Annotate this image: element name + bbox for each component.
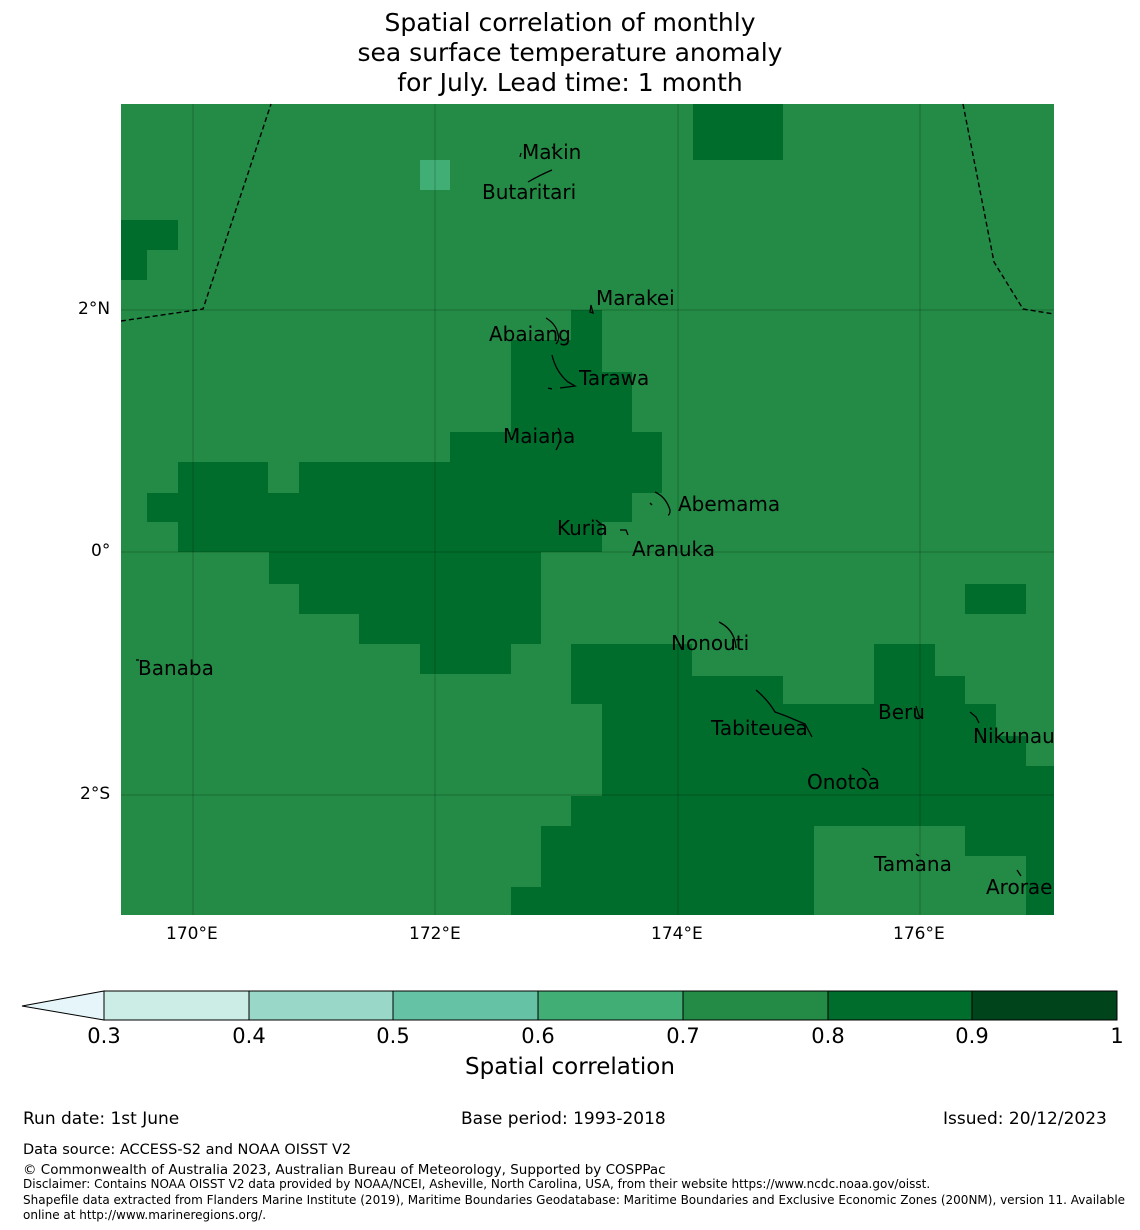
island-label-marakei: Marakei <box>596 286 675 310</box>
colorbar-label: Spatial correlation <box>465 1054 675 1080</box>
lat-label-0: 0° <box>91 541 111 561</box>
disclaimer: Disclaimer: Contains NOAA OISST V2 data … <box>23 1177 931 1191</box>
island-label-onotoa: Onotoa <box>807 770 880 794</box>
island-label-nikunau: Nikunau <box>973 724 1055 748</box>
issued-date: Issued: 20/12/2023 <box>943 1109 1107 1129</box>
high-correlation-cells <box>121 104 1054 915</box>
low-correlation-cell <box>420 160 450 190</box>
lon-label-174e: 174°E <box>651 924 703 944</box>
island-label-arorae: Arorae <box>986 875 1053 899</box>
island-label-kuria: Kuria <box>557 516 608 540</box>
map-canvas <box>120 103 1055 915</box>
colorbar-bin-0.9 <box>972 991 1117 1020</box>
island-label-butaritari: Butaritari <box>482 180 577 204</box>
colorbar <box>21 990 1118 1021</box>
island-label-tamana: Tamana <box>874 852 952 876</box>
run-date: Run date: 1st June <box>23 1109 180 1129</box>
island-label-tabiteuea: Tabiteuea <box>711 716 808 740</box>
colorbar-bin-0.3 <box>104 991 249 1020</box>
colorbar-bin-0.4 <box>249 991 393 1020</box>
colorbar-tick-0.6: 0.6 <box>521 1024 555 1048</box>
colorbar-tick-0.7: 0.7 <box>666 1024 700 1048</box>
gridlines <box>121 104 1054 915</box>
island-label-maiana: Maiana <box>503 424 576 448</box>
shapefile-credit-1: Shapefile data extracted from Flanders M… <box>23 1193 1126 1207</box>
island-label-abaiang: Abaiang <box>489 322 571 346</box>
base-period: Base period: 1993-2018 <box>461 1109 666 1129</box>
eez-boundaries <box>120 103 1055 322</box>
island-label-abemama: Abemama <box>678 492 781 516</box>
colorbar-bin-0.5 <box>393 991 538 1020</box>
island-label-makin: Makin <box>522 140 582 164</box>
copyright-notice: © Commonwealth of Australia 2023, Austra… <box>23 1162 666 1178</box>
island-outlines <box>136 146 1022 877</box>
title-line-3: for July. Lead time: 1 month <box>397 68 743 97</box>
lon-label-170e: 170°E <box>166 924 218 944</box>
island-label-nonouti: Nonouti <box>671 631 750 655</box>
colorbar-extend-arrow <box>21 990 105 1021</box>
colorbar-tick-0.9: 0.9 <box>955 1024 989 1048</box>
data-source: Data source: ACCESS-S2 and NOAA OISST V2 <box>23 1142 352 1158</box>
lon-label-176e: 176°E <box>893 924 945 944</box>
title-line-2: sea surface temperature anomaly <box>357 38 783 67</box>
island-label-tarawa: Tarawa <box>579 366 650 390</box>
lat-label-2s: 2°S <box>80 784 111 804</box>
island-label-beru: Beru <box>878 700 925 724</box>
colorbar-bin-0.8 <box>828 991 972 1020</box>
colorbar-tick-1: 1 <box>1110 1024 1124 1048</box>
island-label-aranuka: Aranuka <box>632 537 715 561</box>
colorbar-tick-0.3: 0.3 <box>87 1024 121 1048</box>
colorbar-tick-0.4: 0.4 <box>232 1024 266 1048</box>
colorbar-bin-0.6 <box>538 991 683 1020</box>
island-label-banaba: Banaba <box>138 656 214 680</box>
lon-label-172e: 172°E <box>409 924 461 944</box>
lat-label-2n: 2°N <box>78 299 111 319</box>
colorbar-tick-0.5: 0.5 <box>376 1024 410 1048</box>
title-line-1: Spatial correlation of monthly <box>384 8 756 37</box>
colorbar-tick-0.8: 0.8 <box>811 1024 845 1048</box>
shapefile-credit-2: online at http://www.marineregions.org/. <box>23 1208 267 1222</box>
colorbar-bin-0.7 <box>683 991 828 1020</box>
